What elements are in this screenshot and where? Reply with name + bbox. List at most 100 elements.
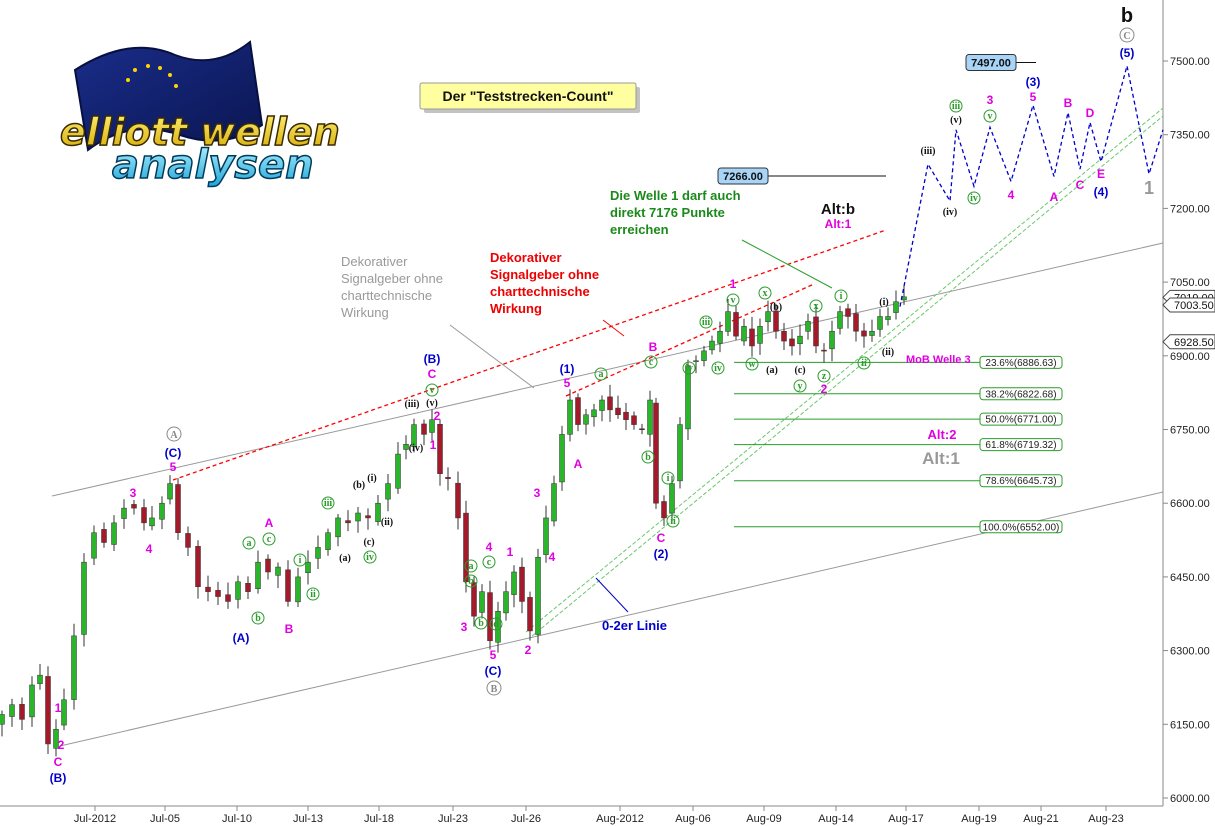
fib-label-box: [979, 474, 1063, 488]
note-gray: Dekorativer Signalgeber ohne charttechni…: [341, 254, 447, 320]
alt-1-gray-label: Alt:1: [922, 449, 960, 468]
wave-label: (C): [485, 664, 502, 678]
wave-label: iii: [952, 101, 961, 112]
wave-label: (3): [1026, 75, 1041, 89]
x-tick-label: Aug-23: [1088, 813, 1123, 825]
wave-label: C: [657, 531, 666, 545]
wave-circle: [817, 369, 831, 383]
y-tick-label: 6600.00: [1170, 498, 1210, 510]
note-gray-line: Signalgeber ohne: [341, 271, 443, 286]
wave-label: B: [649, 340, 658, 354]
wave-label: A: [574, 457, 583, 471]
candle-body: [669, 483, 675, 514]
candle-body: [885, 316, 891, 320]
wave-circle: [711, 361, 725, 375]
wave-label: 3: [461, 620, 468, 634]
wave-label: 2: [434, 409, 441, 423]
candle-body: [385, 483, 391, 500]
wave-label: i: [840, 291, 843, 302]
wave-label: (iii): [921, 146, 936, 157]
candle-body: [599, 399, 605, 411]
note-green-line: erreichen: [610, 222, 669, 237]
wave-label: a: [247, 538, 252, 549]
wave-label: ii: [670, 516, 676, 527]
wave-circle: [306, 587, 320, 601]
candle-body: [471, 582, 477, 617]
target-label: 7497.00: [971, 57, 1011, 69]
trendlines: [51, 107, 1164, 747]
wave-circle: [834, 289, 848, 303]
candle-body: [235, 581, 241, 600]
wave-circle: [251, 611, 265, 625]
gray-1-label: 1: [1144, 178, 1154, 198]
y-tick-label: 6450.00: [1170, 572, 1210, 584]
candle-body: [677, 424, 683, 482]
chart-title: Der "Teststrecken-Count": [443, 88, 614, 104]
wave-circle: [464, 559, 478, 573]
candle-body: [429, 419, 435, 433]
candle-body: [37, 674, 43, 684]
candle-body: [463, 512, 469, 583]
candle-body: [575, 397, 581, 425]
wave-label: y: [798, 381, 803, 392]
wave-label: 5: [490, 648, 497, 662]
candle-body: [495, 611, 501, 643]
candle-body: [149, 517, 155, 527]
candle-body: [131, 504, 137, 509]
chart-title-box: Der "Teststrecken-Count": [419, 82, 640, 113]
candle-body: [195, 546, 201, 587]
wave-label: i: [299, 555, 302, 566]
wave-label: C: [428, 367, 437, 381]
price-tag-label: 7003.50: [1174, 300, 1214, 312]
wave-label: (ii): [882, 347, 894, 358]
green-pointer-line: [741, 239, 833, 289]
wave-label: (B): [424, 352, 441, 366]
wave-label: (5): [1120, 46, 1135, 60]
mob-label: MoB Welle 3: [906, 354, 971, 366]
wave-label: ii: [310, 589, 316, 600]
y-tick-label: 7500.00: [1170, 56, 1210, 68]
x-tick-label: Jul-13: [293, 813, 323, 825]
wave-label: ii: [861, 358, 867, 369]
candle-body: [275, 566, 281, 576]
wave-label: 4: [486, 540, 493, 554]
y-tick-label: 6750.00: [1170, 425, 1210, 437]
candle-body: [71, 635, 77, 700]
y-tick-label: 7200.00: [1170, 203, 1210, 215]
wave-label: 5: [170, 460, 177, 474]
wave-label: B: [285, 622, 294, 636]
wave-label: b: [468, 576, 474, 587]
x-tick-label: Aug-06: [675, 813, 710, 825]
candle-body: [749, 328, 755, 347]
candle-body: [101, 529, 107, 543]
candle-body: [615, 407, 621, 416]
wave-circle: [699, 315, 713, 329]
wave-circle: [857, 356, 871, 370]
fib-levels: 23.6%(6886.63) 38.2%(6822.68) 50.0%(6771.0…: [734, 355, 1063, 534]
candle-body: [725, 311, 731, 332]
wave-circle: [464, 574, 478, 588]
wave-label: 4: [549, 550, 556, 564]
candle-body: [345, 520, 351, 524]
candle-body: [175, 484, 181, 533]
wave-label: C: [54, 755, 63, 769]
note-gray-line: Wirkung: [341, 305, 389, 320]
target-label: 7266.00: [723, 171, 763, 183]
wave-circle: [949, 99, 963, 113]
wave-circle: [983, 109, 997, 123]
candles: [0, 285, 907, 757]
fib-label: 61.8%(6719.32): [985, 440, 1056, 451]
wave-label: iii: [702, 317, 711, 328]
candle-body: [487, 592, 493, 642]
wave-label: (a): [766, 365, 778, 376]
candle-body: [733, 312, 739, 337]
wave-label: c: [649, 357, 654, 368]
candle-body: [607, 396, 613, 411]
fib-label-box: [979, 520, 1063, 534]
candle-body: [403, 443, 409, 450]
x-tick-label: Aug-21: [1023, 813, 1058, 825]
candle-body: [511, 571, 517, 595]
candle-body: [437, 424, 443, 474]
green-channel-line-2: [531, 115, 1164, 637]
